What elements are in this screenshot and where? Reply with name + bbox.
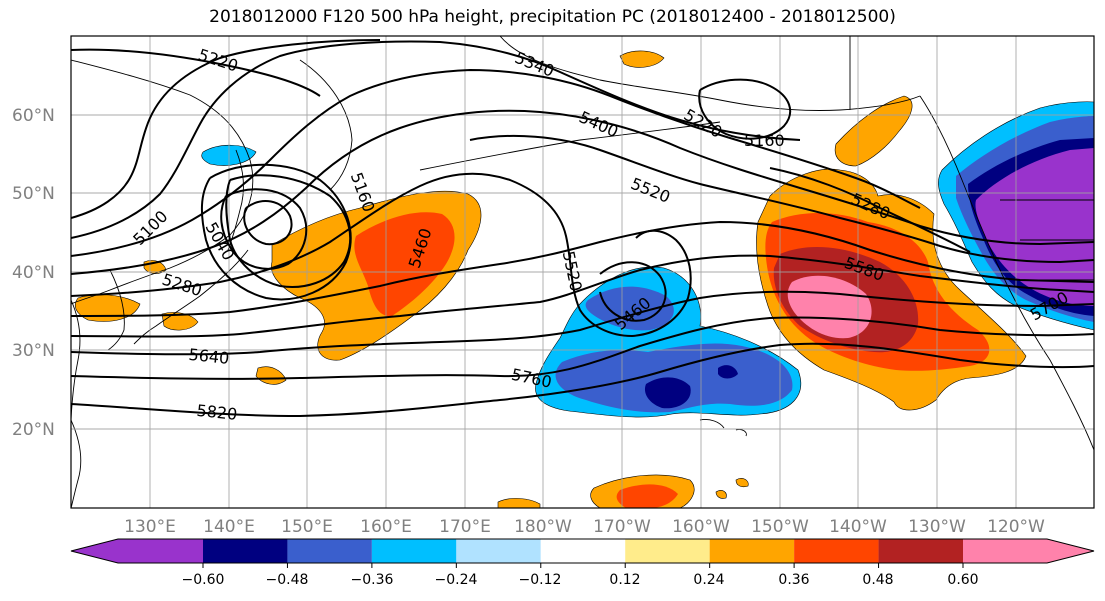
contour-line-5220 (71, 48, 792, 140)
colorbar-tick-label: −0.12 (519, 572, 562, 588)
lon-label: 130°E (124, 517, 176, 537)
colorbar-tick-label: −0.60 (182, 572, 225, 588)
coast-na-west (919, 95, 1094, 451)
lon-label: 140°W (829, 517, 887, 537)
colorbar-segment (540, 539, 626, 563)
lat-label: 30°N (12, 341, 55, 361)
contour-line-5640 (71, 254, 1094, 338)
contour-line-5580 (71, 220, 1094, 317)
colorbar-segments (71, 539, 1094, 563)
colorbar-segment (287, 539, 372, 563)
colorbar-tick-label: −0.48 (266, 572, 309, 588)
colorbar-tick-labels: −0.60 −0.48 −0.36 −0.24 −0.12 0.12 0.24 … (182, 572, 979, 588)
contour-line-5700 (71, 290, 1094, 356)
precip-area-hawaii-south-strong (616, 484, 678, 508)
lon-label: 170°W (593, 517, 651, 537)
colorbar: −0.60 −0.48 −0.36 −0.24 −0.12 0.12 0.24 … (70, 538, 1095, 588)
graticule (71, 36, 1094, 508)
precip-area-equatorial (497, 498, 541, 508)
coast-aleutians (419, 121, 721, 171)
map-frame (70, 35, 1095, 509)
lon-label: 130°W (908, 517, 966, 537)
precip-area-central-pacific-core (644, 377, 691, 409)
coast-korea (107, 269, 125, 351)
map-body: 5220 5340 5220 5160 5400 5100 5160 5040 … (71, 36, 1094, 508)
colorbar-segment (118, 539, 203, 563)
colorbar-tick-label: 0.60 (947, 572, 978, 588)
lon-label: 180°W (514, 517, 572, 537)
colorbar-segment (794, 539, 879, 563)
contour-line-5520-east (469, 134, 1094, 264)
contour-line-5820 (71, 342, 1094, 418)
colorbar-segment (625, 539, 710, 563)
contour-line-5100 (200, 163, 352, 301)
contour-line-5040 (220, 188, 308, 270)
contour-line-5460 (71, 109, 1094, 275)
precip-area-bering (619, 50, 665, 68)
contour-line-5280-east (769, 167, 971, 253)
precip-area-gulf-alaska (834, 95, 913, 167)
precip-area-westcoast-extreme (975, 148, 1094, 306)
colorbar-ticks (202, 563, 964, 568)
lat-label: 50°N (12, 184, 55, 204)
colorbar-tick-label: 0.36 (778, 572, 809, 588)
contour-line-5760 (71, 316, 1094, 380)
lat-label: 60°N (12, 106, 55, 126)
lat-label: 40°N (12, 263, 55, 283)
precip-area-ryukyu (255, 366, 287, 385)
coast-china (71, 299, 81, 421)
contour-label: 5160 (744, 131, 785, 150)
contour-label: 5640 (188, 345, 230, 368)
contour-line-5520-west (71, 172, 692, 338)
lon-label: 150°E (281, 517, 333, 537)
colorbar-extend-low (71, 539, 118, 563)
lon-label: 170°E (439, 517, 491, 537)
colorbar-tick-label: −0.24 (435, 572, 478, 588)
colorbar-tick-label: 0.12 (609, 572, 640, 588)
contour-line-5280 (71, 39, 381, 219)
height-contours (71, 39, 1094, 418)
colorbar-segment (878, 539, 963, 563)
precip-area-equatorial-2 (715, 490, 727, 499)
lat-label: 20°N (12, 420, 55, 440)
colorbar-segment (709, 539, 795, 563)
coast-asia (71, 59, 254, 305)
colorbar-segment (456, 539, 541, 563)
lon-label: 120°W (987, 517, 1045, 537)
lon-label: 140°E (203, 517, 255, 537)
coast-philippines (71, 419, 82, 508)
contour-label: 5820 (196, 401, 238, 424)
lon-label: 150°W (751, 517, 809, 537)
contour-line-5340 (71, 40, 801, 239)
lon-label: 160°E (360, 517, 412, 537)
colorbar-tick-label: 0.24 (693, 572, 724, 588)
colorbar-segment (963, 539, 1047, 563)
contour-line-5400 (71, 68, 921, 257)
coast-hawaii (699, 419, 747, 437)
precip-area-central-pacific-low (585, 286, 674, 331)
precip-shading (75, 50, 1094, 508)
lon-label: 160°W (672, 517, 730, 537)
colorbar-segment (203, 539, 288, 563)
contour-line-5160-b (225, 174, 352, 288)
precip-area-westpac-strong (354, 212, 455, 317)
colorbar-tick-label: −0.36 (351, 572, 394, 588)
colorbar-segment (371, 539, 457, 563)
latitude-labels: 60°N 50°N 40°N 30°N 20°N (12, 106, 55, 440)
colorbar-extend-high (1047, 539, 1094, 563)
contour-line-5160 (243, 200, 293, 246)
colorbar-tick-label: 0.48 (862, 572, 893, 588)
coast-alaska (499, 36, 921, 111)
coast-kamchatka (299, 59, 353, 191)
precip-area-central-pacific-core2 (718, 365, 738, 379)
colorbar-outline (70, 538, 1095, 564)
contour-line-5460-low (599, 261, 667, 322)
precip-area-equatorial-3 (735, 478, 749, 488)
longitude-labels: 130°E 140°E 150°E 160°E 170°E 180°W 170°… (124, 517, 1045, 537)
map-title: 2018012000 F120 500 hPa height, precipit… (209, 7, 896, 27)
